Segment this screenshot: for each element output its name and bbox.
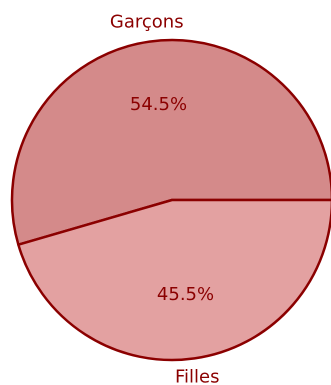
slice-label-1: Garçons <box>110 12 184 33</box>
slice-percent-2: 45.5% <box>157 284 214 305</box>
pie-slice-1 <box>10 38 331 246</box>
pie-slice-2 <box>17 198 331 362</box>
slice-label-2: Filles <box>175 366 220 385</box>
pie-labels: Garçons 54.5% Filles 45.5% <box>110 12 220 385</box>
pie-slices <box>10 38 331 362</box>
slice-percent-1: 54.5% <box>130 94 187 115</box>
